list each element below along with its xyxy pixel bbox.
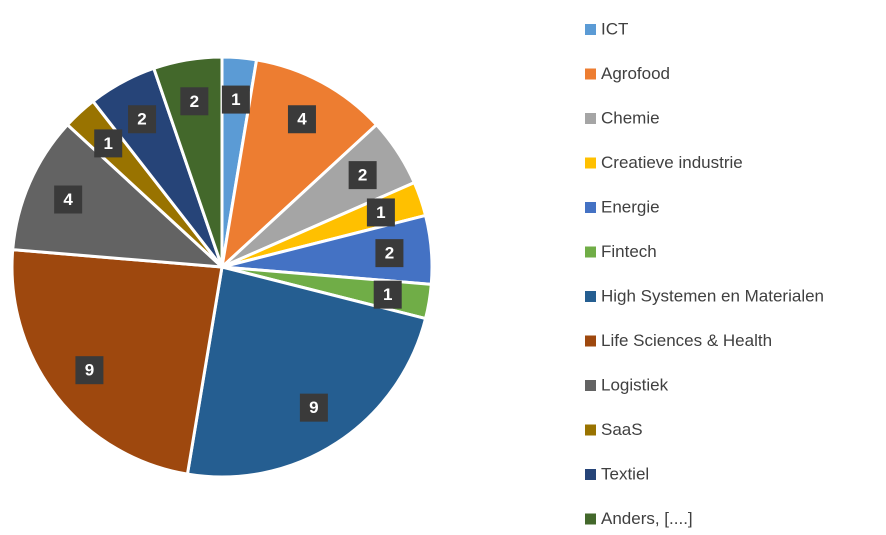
legend-swatch — [585, 24, 596, 35]
legend-swatch — [585, 68, 596, 80]
data-label: 2 — [358, 166, 367, 185]
legend-swatch — [585, 246, 596, 258]
legend-label: High Systemen en Materialen — [601, 286, 824, 305]
data-label: 1 — [376, 203, 385, 222]
legend-swatch — [585, 157, 596, 169]
data-label-box — [287, 105, 316, 134]
data-label: 4 — [297, 110, 307, 129]
legend-swatch — [585, 424, 596, 436]
pie-slice — [11, 122, 227, 269]
legend-label: Anders, [....] — [601, 509, 693, 528]
data-label-box — [180, 87, 209, 116]
legend-label: SaaS — [601, 420, 643, 439]
data-label-box — [375, 239, 404, 268]
legend-swatch — [585, 335, 596, 347]
data-label-box — [221, 85, 250, 114]
legend-swatch — [585, 513, 596, 525]
legend-label: Life Sciences & Health — [601, 331, 772, 350]
data-label: 9 — [85, 361, 94, 380]
pie-slice — [185, 265, 428, 479]
legend-label: Creatieve industrie — [601, 153, 743, 172]
legend-label: Logistiek — [601, 375, 669, 394]
data-label: 1 — [383, 285, 392, 304]
legend-swatch — [585, 291, 596, 302]
data-label-box — [373, 280, 402, 309]
pie-slice — [219, 58, 379, 272]
legend-label: Fintech — [601, 242, 657, 261]
data-label: 1 — [103, 134, 112, 153]
legend-label: Textiel — [601, 464, 649, 483]
pie-slice — [10, 248, 224, 476]
data-label-box — [54, 185, 83, 214]
legend-swatch — [585, 202, 596, 213]
data-label: 2 — [385, 244, 394, 263]
legend-label: Chemie — [601, 108, 660, 127]
data-label: 9 — [309, 398, 318, 417]
data-label-box — [299, 393, 328, 422]
data-label: 2 — [137, 110, 146, 129]
data-label-box — [94, 129, 123, 158]
data-label-box — [348, 161, 377, 190]
legend-label: Agrofood — [601, 64, 670, 83]
data-label-box — [366, 198, 395, 227]
data-label: 2 — [190, 92, 199, 111]
data-label: 1 — [231, 90, 240, 109]
legend-swatch — [585, 113, 596, 124]
data-label: 4 — [63, 190, 73, 209]
data-label-box — [75, 356, 104, 385]
legend-swatch — [585, 380, 596, 391]
legend-swatch — [585, 469, 596, 480]
legend-label: Energie — [601, 197, 660, 216]
data-label-box — [128, 105, 157, 134]
legend-label: ICT — [601, 19, 628, 38]
